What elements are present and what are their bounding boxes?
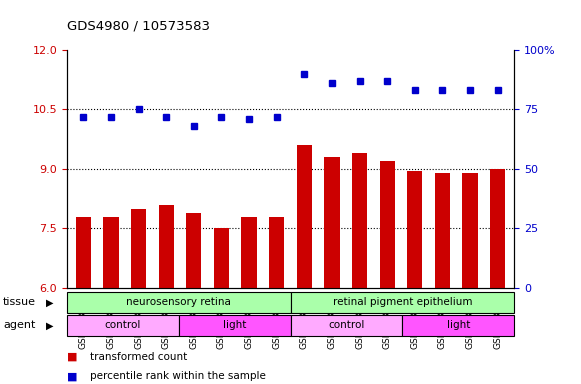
Bar [159,205,174,288]
Bar [324,157,339,288]
Text: ▶: ▶ [46,297,53,308]
Bar [103,217,119,288]
Bar [290,292,514,313]
Bar [242,217,257,288]
Bar [435,173,450,288]
Bar [269,217,284,288]
Text: ■: ■ [67,352,77,362]
Text: transformed count: transformed count [90,352,187,362]
Bar [179,315,290,336]
Text: retinal pigment epithelium: retinal pigment epithelium [332,297,472,308]
Bar [290,315,403,336]
Text: control: control [328,320,365,331]
Bar [403,315,514,336]
Bar [67,292,290,313]
Bar [76,217,91,288]
Text: light: light [447,320,470,331]
Text: tissue: tissue [3,297,36,308]
Text: ■: ■ [67,371,77,381]
Bar [214,228,229,288]
Bar [379,161,394,288]
Bar [462,173,478,288]
Bar [352,153,367,288]
Text: light: light [223,320,246,331]
Bar [187,213,202,288]
Bar [490,169,505,288]
Bar [131,209,146,288]
Text: neurosensory retina: neurosensory retina [126,297,231,308]
Text: GDS4980 / 10573583: GDS4980 / 10573583 [67,19,210,32]
Bar [297,145,312,288]
Text: percentile rank within the sample: percentile rank within the sample [90,371,266,381]
Bar [67,315,179,336]
Text: control: control [105,320,141,331]
Text: ▶: ▶ [46,320,53,331]
Text: agent: agent [3,320,35,331]
Bar [407,171,422,288]
